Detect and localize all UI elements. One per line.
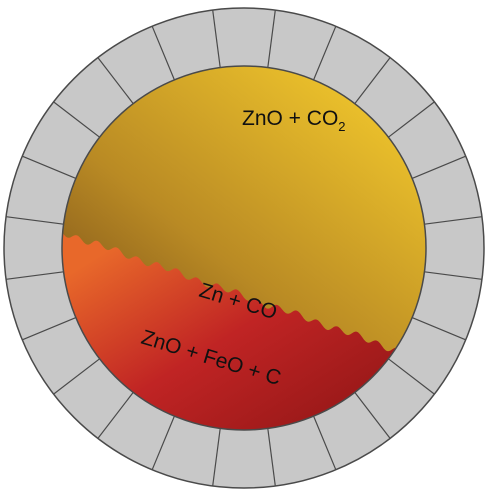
brick-joint xyxy=(22,317,77,341)
label-upper-gas: ZnO + CO2 xyxy=(242,107,346,134)
brick-joint xyxy=(313,415,337,470)
brick-joint xyxy=(388,358,435,395)
brick-joint xyxy=(267,428,276,486)
charge-bed-region xyxy=(62,232,426,430)
brick-joint xyxy=(6,216,64,225)
brick-joint xyxy=(151,26,175,81)
brick-joint xyxy=(354,392,391,439)
brick-joint xyxy=(388,101,435,138)
brick-joint xyxy=(53,101,100,138)
brick-joint xyxy=(97,57,134,104)
brick-joint xyxy=(411,317,466,341)
brick-joint xyxy=(212,10,221,68)
brick-joint xyxy=(22,155,77,179)
brick-joint xyxy=(424,271,482,280)
brick-joint xyxy=(424,216,482,225)
brick-joint xyxy=(411,155,466,179)
brick-joint xyxy=(313,26,337,81)
brick-joint xyxy=(151,415,175,470)
brick-joint xyxy=(53,358,100,395)
brick-joint xyxy=(212,428,221,486)
brick-joint xyxy=(354,57,391,104)
kiln-interior xyxy=(62,66,426,430)
brick-joint xyxy=(267,10,276,68)
refractory-brick-joints xyxy=(6,10,482,486)
refractory-lining-inner-edge xyxy=(61,65,427,431)
brick-joint xyxy=(97,392,134,439)
brick-joint xyxy=(6,271,64,280)
